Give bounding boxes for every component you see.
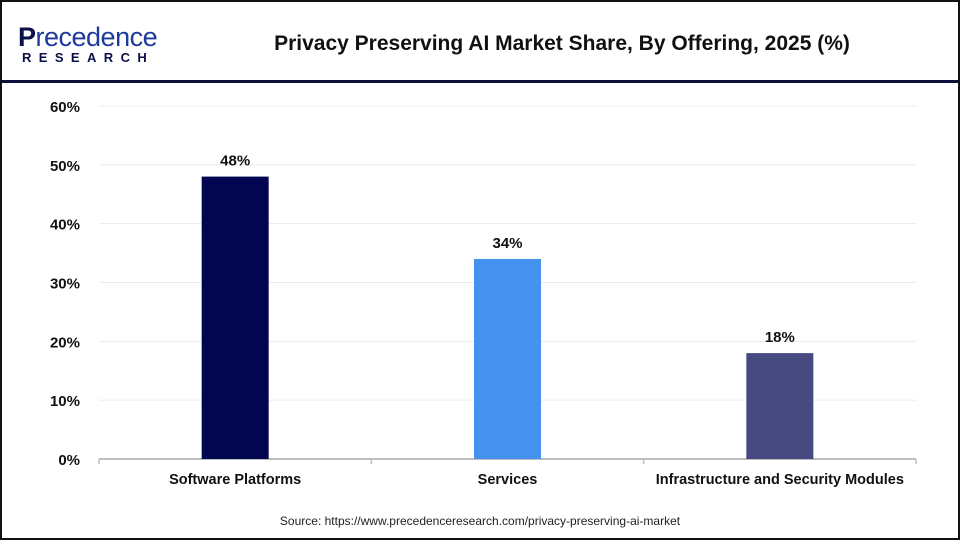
bar-2 xyxy=(746,353,814,459)
bar-0 xyxy=(201,176,269,459)
bar-1 xyxy=(474,258,541,459)
x-category-label: Software Platforms xyxy=(169,472,301,488)
y-tick-label: 20% xyxy=(50,334,80,351)
x-category-label: Infrastructure and Security Modules xyxy=(656,472,904,488)
x-category-label: Services xyxy=(478,472,538,488)
y-tick-label: 10% xyxy=(50,393,80,410)
y-tick-label: 60% xyxy=(50,99,80,116)
precedence-research-logo: Precedence RESEARCH xyxy=(18,22,158,65)
y-tick-label: 30% xyxy=(50,276,80,293)
y-tick-label: 50% xyxy=(50,158,80,175)
source-text: Source: https://www.precedenceresearch.c… xyxy=(279,514,681,528)
chart-title: Privacy Preserving AI Market Share, By O… xyxy=(274,32,850,55)
data-label: 34% xyxy=(492,235,522,252)
y-tick-label: 0% xyxy=(58,452,80,469)
header-divider xyxy=(2,80,958,83)
data-label: 18% xyxy=(765,329,795,346)
data-label: 48% xyxy=(220,153,250,170)
y-tick-label: 40% xyxy=(50,217,80,234)
